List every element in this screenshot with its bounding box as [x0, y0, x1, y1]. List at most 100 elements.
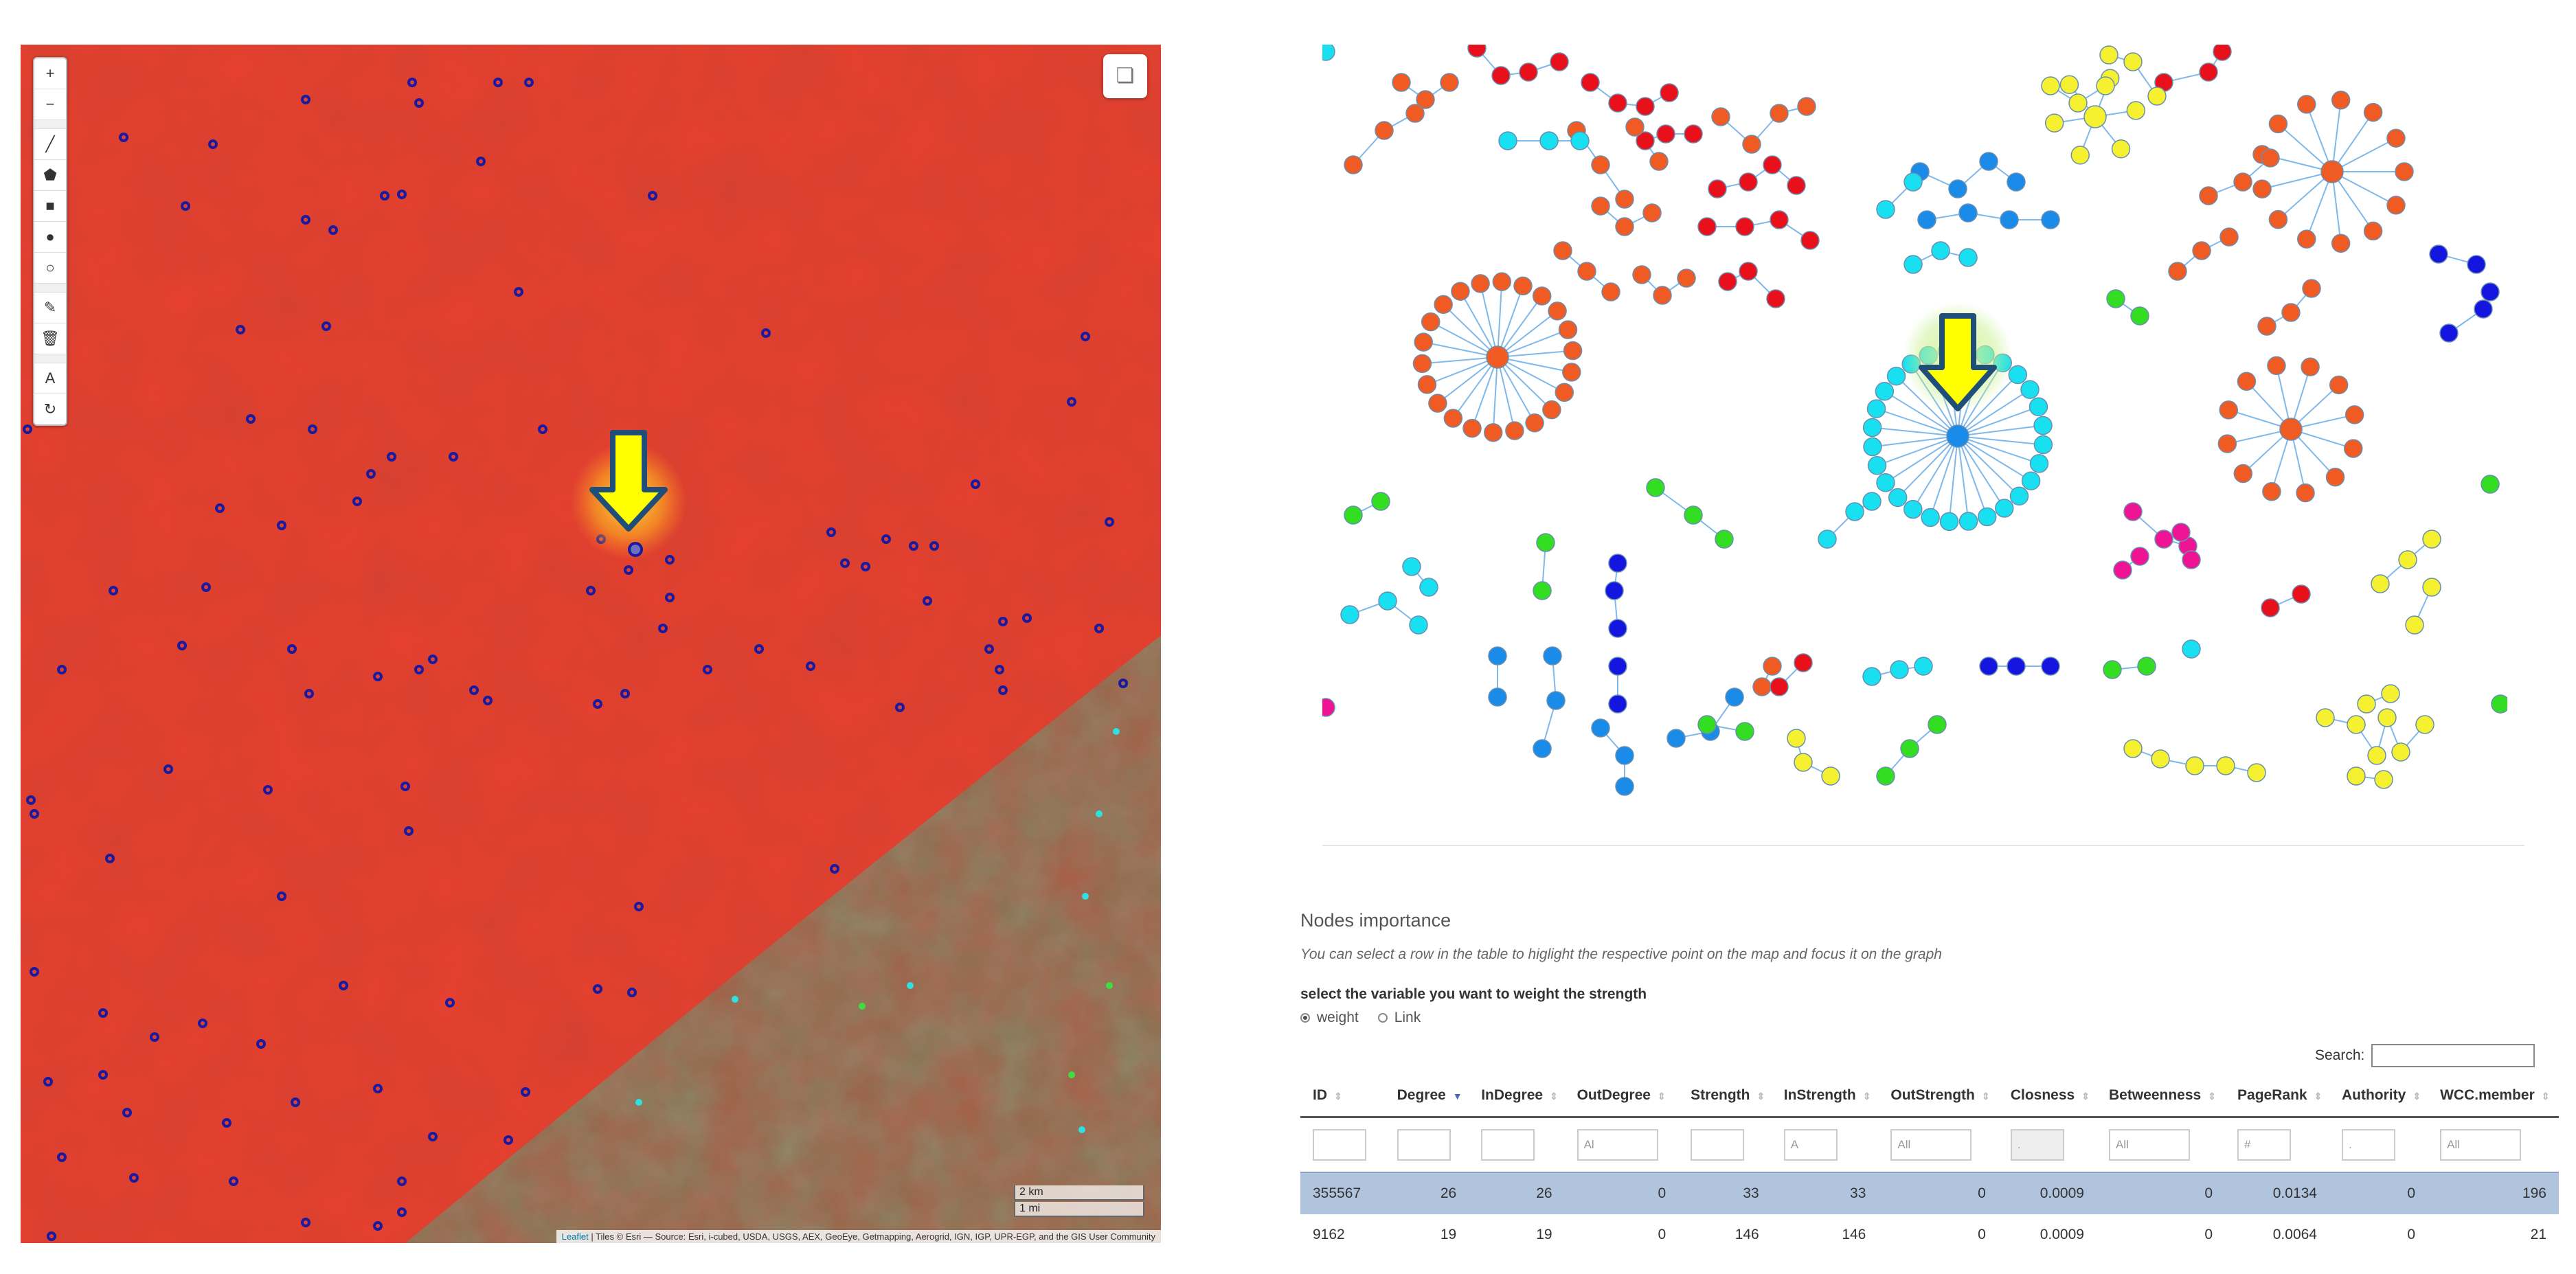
column-filter-input[interactable]: Al	[1577, 1129, 1658, 1161]
graph-node[interactable]	[1555, 383, 1574, 402]
satellite-map[interactable]	[21, 45, 1161, 1243]
map-view[interactable]: + − ╱ ⬟ ■ ● ○ ✎ 🗑 A ↻ ❏ 2 km 1 mi Leaflet | Tiles …	[21, 45, 1161, 1243]
draw-line-icon[interactable]: ╱	[34, 129, 66, 160]
graph-node[interactable]	[1903, 255, 1923, 274]
graph-node[interactable]	[2363, 102, 2383, 122]
graph-node[interactable]	[2381, 684, 2400, 703]
graph-node[interactable]	[2481, 475, 2500, 494]
radio-link[interactable]: Link	[1377, 1010, 1421, 1026]
graph-node[interactable]	[1543, 646, 1562, 666]
graph-node[interactable]	[1414, 332, 1433, 352]
graph-node[interactable]	[2185, 756, 2204, 775]
graph-node[interactable]	[1821, 766, 1840, 786]
graph-node[interactable]	[1581, 73, 1600, 92]
graph-node[interactable]	[2377, 708, 2397, 727]
graph-node[interactable]	[2106, 289, 2125, 308]
graph-node[interactable]	[1867, 455, 1887, 475]
graph-node[interactable]	[2007, 657, 2026, 676]
graph-node[interactable]	[1876, 200, 1895, 219]
layers-button[interactable]: ❏	[1103, 54, 1147, 98]
graph-node[interactable]	[1649, 152, 1669, 171]
graph-node[interactable]	[1558, 320, 1578, 339]
graph-node[interactable]	[2429, 244, 2448, 264]
column-filter-input[interactable]: .	[2010, 1129, 2064, 1161]
graph-node[interactable]	[1533, 739, 1552, 758]
graph-node[interactable]	[2068, 93, 2088, 113]
graph-node[interactable]	[2171, 523, 2191, 542]
graph-node[interactable]	[1725, 687, 1744, 707]
graph-node[interactable]	[1787, 176, 1806, 195]
graph-node[interactable]	[2123, 739, 2143, 758]
zoom-in-icon[interactable]: +	[34, 58, 66, 89]
graph-node[interactable]	[1914, 657, 1933, 676]
graph-node[interactable]	[1553, 241, 1572, 260]
graph-node[interactable]	[1608, 554, 1627, 573]
graph-node[interactable]	[2474, 299, 2493, 319]
graph-node[interactable]	[1615, 777, 1634, 796]
delete-layers-icon[interactable]: 🗑	[34, 323, 66, 354]
graph-node[interactable]	[2357, 694, 2376, 714]
graph-node[interactable]	[1735, 217, 1754, 236]
graph-node[interactable]	[2398, 550, 2417, 569]
graph-node[interactable]	[2070, 146, 2090, 165]
graph-node[interactable]	[2405, 615, 2424, 635]
graph-node[interactable]	[2297, 229, 2316, 249]
graph-node[interactable]	[2041, 210, 2060, 229]
graph-node[interactable]	[1615, 190, 1634, 209]
graph-node[interactable]	[1488, 687, 1507, 707]
column-header-pagerank[interactable]: PageRank ⇕	[2225, 1075, 2329, 1118]
graph-node[interactable]	[2261, 598, 2280, 617]
graph-node[interactable]	[1608, 694, 1627, 714]
graph-node[interactable]	[2130, 306, 2149, 326]
graph-node[interactable]	[2059, 75, 2079, 94]
column-filter-input[interactable]: All	[2440, 1129, 2522, 1161]
graph-node[interactable]	[1876, 766, 1895, 786]
graph-node[interactable]	[2301, 357, 2320, 376]
graph-node[interactable]	[1958, 248, 1978, 267]
graph-node[interactable]	[1752, 677, 1772, 696]
graph-node[interactable]	[1642, 203, 1662, 223]
graph-node[interactable]	[2219, 400, 2238, 420]
graph-node[interactable]	[1491, 66, 1511, 85]
graph-node[interactable]	[1563, 341, 1583, 361]
graph-node[interactable]	[2331, 91, 2351, 110]
graph-node[interactable]	[1794, 753, 1813, 772]
graph-node[interactable]	[1322, 698, 1335, 717]
graph-node[interactable]	[2182, 639, 2201, 659]
graph-node[interactable]	[1608, 619, 1627, 638]
graph-node[interactable]	[1371, 492, 1390, 511]
graph-node[interactable]	[1536, 533, 1555, 552]
graph-node[interactable]	[2279, 418, 2303, 441]
graph-node[interactable]	[1818, 530, 1837, 549]
graph-node[interactable]	[1486, 345, 1509, 369]
graph-node[interactable]	[2439, 323, 2459, 343]
graph-node[interactable]	[2199, 186, 2218, 205]
graph-node[interactable]	[1344, 505, 1363, 525]
graph-node[interactable]	[2137, 657, 2156, 676]
graph-node[interactable]	[2219, 227, 2239, 247]
graph-node[interactable]	[1525, 413, 1544, 433]
graph-node[interactable]	[2182, 550, 2201, 569]
graph-node[interactable]	[1900, 739, 1919, 758]
graph-node[interactable]	[2481, 282, 2500, 302]
graph-node[interactable]	[1660, 83, 1679, 102]
graph-node[interactable]	[1763, 657, 1782, 676]
graph-node[interactable]	[1770, 104, 1789, 123]
column-header-strength[interactable]: Strength ⇕	[1678, 1075, 1772, 1118]
graph-node[interactable]	[1591, 196, 1610, 216]
graph-node[interactable]	[1708, 179, 1727, 198]
graph-node[interactable]	[1440, 73, 1459, 92]
graph-node[interactable]	[1684, 505, 1703, 525]
graph-node[interactable]	[2325, 467, 2345, 487]
graph-node[interactable]	[1434, 295, 1453, 315]
graph-node[interactable]	[2020, 380, 2040, 399]
graph-node[interactable]	[1979, 657, 1998, 676]
graph-node[interactable]	[1718, 272, 1737, 291]
graph-node[interactable]	[1697, 217, 1717, 236]
radio-weight[interactable]: weight	[1300, 1010, 1359, 1026]
graph-node[interactable]	[2262, 482, 2281, 501]
table-row[interactable]: 9162 19 19 0 146 146 0 0.0009 0 0.0064 0 21	[1300, 1214, 2559, 1255]
draw-circle-icon[interactable]: ●	[34, 222, 66, 253]
graph-node[interactable]	[1735, 722, 1754, 741]
graph-node[interactable]	[1402, 557, 1421, 576]
